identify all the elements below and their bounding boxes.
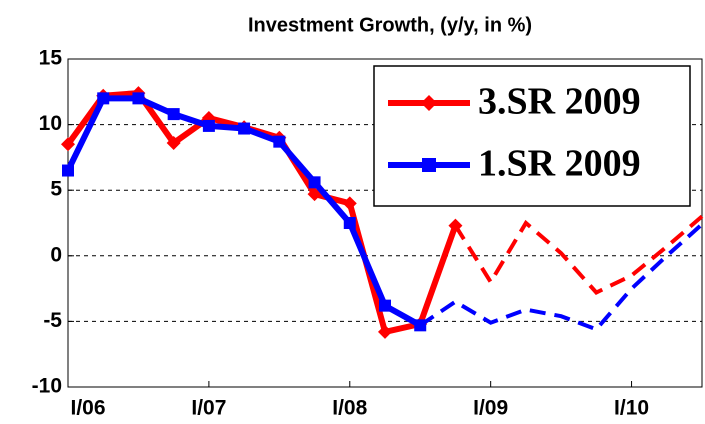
marker [378,324,392,339]
legend-marker [422,158,436,172]
marker [342,196,357,211]
marker [167,108,180,121]
marker [132,92,145,105]
legend-label: 3.SR 2009 [478,81,641,123]
marker [414,319,427,332]
y-tick-label: -10 [32,375,62,398]
legend: 3.SR 2009 1.SR 2009 [373,65,691,207]
x-tick-label: I/08 [332,397,367,420]
legend-label: 1.SR 2009 [478,143,641,185]
marker [448,218,463,233]
marker [238,122,251,135]
x-tick-label: I/06 [70,397,105,420]
chart-title: Investment Growth, (y/y, in %) [248,14,532,36]
y-tick-label: 0 [50,243,62,266]
marker [202,119,215,132]
y-tick-label: -5 [43,309,62,332]
legend-box [373,65,691,207]
projection-line [419,222,704,332]
marker [379,299,391,312]
marker [166,135,181,150]
marker [308,176,321,189]
y-tick-label: 5 [50,178,62,201]
y-tick-label: 15 [39,47,63,70]
marker [61,137,75,152]
y-tick-label: 10 [39,112,62,135]
plot-frame [67,58,703,388]
x-tick-label: I/10 [614,397,649,420]
marker [62,164,74,177]
legend-marker [421,95,437,111]
marker [343,217,356,229]
x-tick-label: I/07 [191,397,226,420]
projection-line [453,214,704,295]
marker [97,92,110,105]
marker [273,135,286,148]
x-tick-label: I/09 [473,397,508,420]
